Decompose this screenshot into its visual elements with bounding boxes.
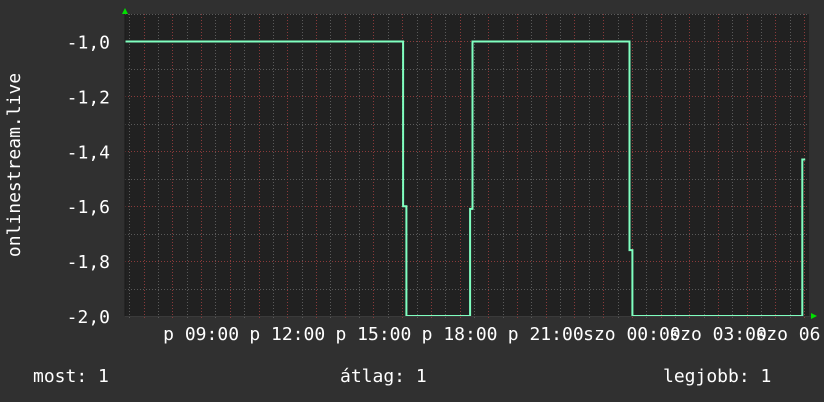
legend-average: átlag: 1 (340, 366, 427, 387)
x-tick-label: p 09:00 (163, 324, 239, 345)
legend-current: most: 1 (33, 366, 109, 387)
x-tick-label: p 15:00 (335, 324, 411, 345)
x-tick-label: szo 00:00 (583, 324, 681, 345)
x-tick-label: szo 03:00 (669, 324, 767, 345)
y-tick-label: -2,0 (67, 307, 110, 328)
y-tick-label: -1,0 (67, 32, 110, 53)
y-tick-label: -1,2 (67, 87, 110, 108)
y-tick-label: -1,8 (67, 252, 110, 273)
y-axis-arrow-icon (122, 8, 128, 14)
axes (122, 8, 817, 319)
x-axis-ticks: p 09:00 p 12:00 p 15:00 p 18:00 p 21:00 szo 0… (163, 324, 824, 345)
y-tick-label: -1,4 (67, 142, 110, 163)
x-axis-arrow-icon (811, 313, 817, 319)
y-axis-label: onlinestream.live (4, 73, 25, 257)
plot-area (125, 14, 809, 316)
x-tick-label: szo 06:00 (755, 324, 824, 345)
y-axis-ticks: -1,0 -1,2 -1,4 -1,6 -1,8 -2,0 (67, 32, 110, 328)
grid (125, 14, 809, 318)
x-tick-label: p 21:00 (508, 324, 584, 345)
y-tick-label: -1,6 (67, 197, 110, 218)
legend-max: legjobb: 1 (663, 366, 771, 387)
x-tick-label: p 12:00 (249, 324, 325, 345)
x-tick-label: p 18:00 (422, 324, 498, 345)
